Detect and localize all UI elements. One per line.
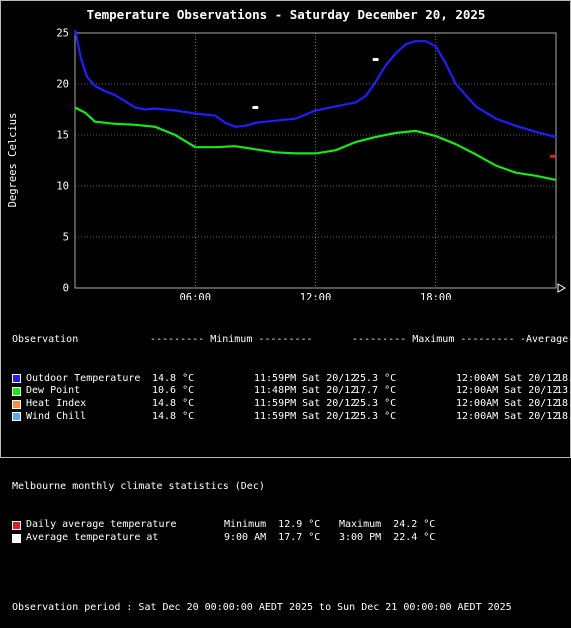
- series-name: Wind Chill: [26, 410, 87, 422]
- observation-period: Observation period : Sat Dec 20 00:00:00…: [12, 602, 571, 615]
- y-tick-label: 10: [56, 181, 69, 193]
- grid: [75, 33, 556, 288]
- x-tick-label: 06:00: [179, 292, 211, 300]
- x-tick-label: 12:00: [300, 292, 332, 300]
- monthly-title: Melbourne monthly climate statistics (De…: [12, 481, 571, 494]
- max-value: 25.3 °C: [354, 397, 397, 409]
- header-average: -Average-: [520, 334, 571, 346]
- monthly-value-a: 9:00 AM 17.7 °C: [224, 531, 321, 543]
- legend-swatch: [12, 399, 21, 409]
- chart: Temperature Observations - Saturday Dece…: [7, 7, 567, 301]
- monthly-row: Daily average temperature Minimum 12.9 °C…: [12, 519, 571, 532]
- avg-value: 18.3 °C: [556, 397, 571, 409]
- stats-header: Observation --------- Minimum --------- --…: [12, 334, 571, 347]
- min-value: 14.8 °C: [152, 410, 195, 422]
- avg-value: 18.3 °C: [556, 372, 571, 384]
- min-time: 11:59PM Sat 20/12: [254, 410, 357, 422]
- header-maximum: --------- Maximum ---------: [352, 334, 515, 346]
- stats-row: Wind Chill 14.8 °C 11:59PM Sat 20/12 25.3 °…: [12, 411, 571, 424]
- x-axis-arrow-icon: [557, 283, 567, 293]
- stats-row: Dew Point 10.6 °C 11:48PM Sat 20/12 17.7 °C…: [12, 385, 571, 398]
- spacer: [12, 449, 571, 456]
- min-value: 10.6 °C: [152, 385, 195, 397]
- series-name: Heat Index: [26, 397, 87, 409]
- min-value: 14.8 °C: [152, 397, 195, 409]
- header-minimum: --------- Minimum ---------: [150, 334, 313, 346]
- avg-value: 18.3 °C: [556, 410, 571, 422]
- header-observation: Observation: [12, 334, 79, 346]
- markers-layer: [252, 58, 556, 158]
- stats-rows: Outdoor Temperature 14.8 °C 11:59PM Sat 20…: [12, 373, 571, 424]
- stats-row: Outdoor Temperature 14.8 °C 11:59PM Sat 20…: [12, 373, 571, 386]
- series-line: [73, 29, 557, 139]
- monthly-row: Average temperature at 9:00 AM 17.7 °C 3:0…: [12, 532, 571, 545]
- monthly-value-b: 3:00 PM 22.4 °C: [339, 531, 436, 543]
- legend-swatch: [12, 374, 21, 384]
- monthly-title-text: Melbourne monthly climate statistics (De…: [12, 481, 265, 493]
- marker-point: [372, 58, 379, 62]
- legend-swatch: [12, 387, 21, 397]
- min-value: 14.8 °C: [152, 372, 195, 384]
- min-time: 11:48PM Sat 20/12: [254, 385, 357, 397]
- legend-swatch: [12, 533, 21, 543]
- monthly-value-b: Maximum 24.2 °C: [339, 519, 436, 531]
- avg-value: 13.9 °C: [556, 385, 571, 397]
- y-tick-label: 25: [56, 28, 69, 40]
- max-value: 17.7 °C: [354, 385, 397, 397]
- observation-period-text: Observation period : Sat Dec 20 00:00:00…: [12, 602, 512, 614]
- max-time: 12:00AM Sat 20/12: [456, 410, 559, 422]
- series-name: Outdoor Temperature: [26, 372, 141, 384]
- series-layer: [73, 29, 557, 181]
- y-axis-label: Degrees Celcius: [7, 113, 19, 208]
- spacer: [12, 570, 571, 577]
- monthly-rows: Daily average temperature Minimum 12.9 °C…: [12, 519, 571, 544]
- monthly-name: Average temperature at: [26, 531, 159, 543]
- marker-point: [549, 154, 556, 158]
- min-time: 11:59PM Sat 20/12: [254, 397, 357, 409]
- series-line: [74, 106, 557, 181]
- max-time: 12:00AM Sat 20/12: [456, 372, 559, 384]
- y-tick-label: 20: [56, 79, 69, 91]
- legend-swatch: [12, 412, 21, 422]
- monthly-name: Daily average temperature: [26, 519, 177, 531]
- max-value: 25.3 °C: [354, 410, 397, 422]
- stats-row: Heat Index 14.8 °C 11:59PM Sat 20/12 25.3 °…: [12, 398, 571, 411]
- max-value: 25.3 °C: [354, 372, 397, 384]
- marker-point: [252, 105, 259, 109]
- y-tick-label: 5: [63, 232, 69, 244]
- monthly-value-a: Minimum 12.9 °C: [224, 519, 321, 531]
- x-tick-label: 18:00: [420, 292, 452, 300]
- max-time: 12:00AM Sat 20/12: [456, 385, 559, 397]
- statistics-panel: Observation --------- Minimum --------- --…: [12, 309, 571, 628]
- max-time: 12:00AM Sat 20/12: [456, 397, 559, 409]
- axis-ticks: 0 5 10 15 20 25 06:00 12:00 18:00: [56, 28, 451, 301]
- chart-title: Temperature Observations - Saturday Dece…: [87, 7, 486, 22]
- y-tick-label: 0: [63, 283, 69, 295]
- y-tick-label: 15: [56, 130, 69, 142]
- legend-swatch: [12, 521, 21, 530]
- series-name: Dew Point: [26, 385, 81, 397]
- min-time: 11:59PM Sat 20/12: [254, 372, 357, 384]
